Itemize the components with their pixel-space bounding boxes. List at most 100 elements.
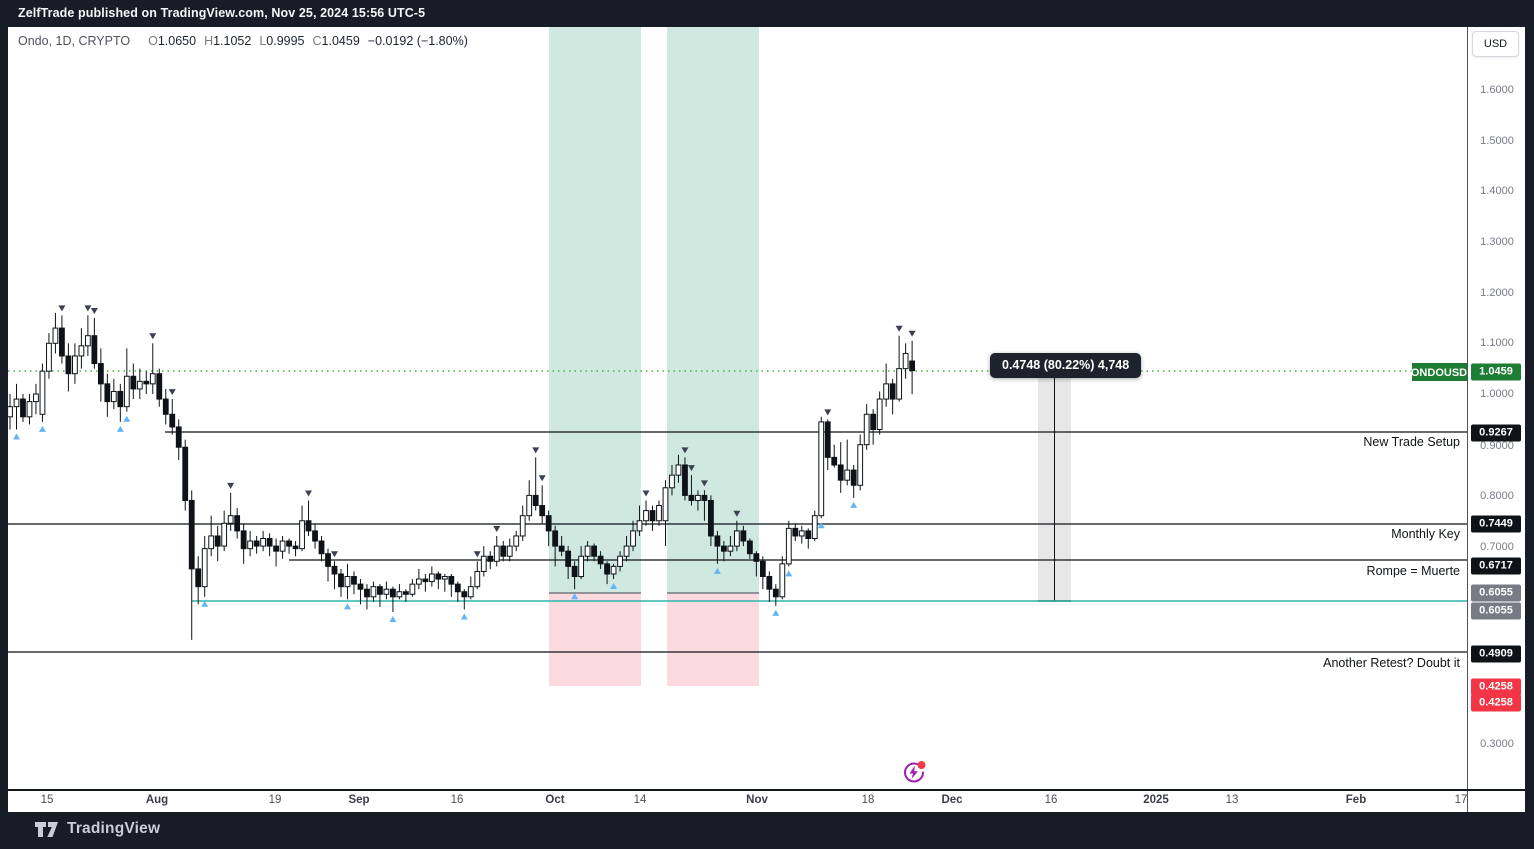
candle-body [870,413,877,430]
candle-body [695,494,701,501]
candle-body [740,530,747,542]
candle-body [610,565,617,575]
candle-body [13,398,20,408]
candle-body [487,555,494,562]
candle-body [91,335,98,365]
time-tick: 2025 [1143,794,1169,806]
buy-signal-marker [713,567,721,574]
ohlc-field-label: L [259,34,267,48]
sell-signal-marker [227,482,235,489]
candle-body [227,515,234,524]
currency-button[interactable]: USD [1472,31,1519,57]
candle-body [831,456,838,466]
price-tick: 0.7000 [1480,541,1514,553]
flash-events-icon[interactable] [900,758,928,786]
time-tick: 19 [268,794,282,806]
candle-body [811,515,818,539]
candle-body [20,398,26,418]
time-tick: Dec [941,794,963,806]
candle-body [519,515,526,537]
sell-signal-marker [493,525,501,532]
candle-body [571,565,578,578]
time-tick: Feb [1345,794,1367,806]
candle-body [597,555,604,565]
candle-body [136,380,143,390]
ohlc-field-value: 0.9995 [266,34,305,48]
candle-body [26,401,33,418]
candle-body [299,520,305,550]
time-tick: 15 [40,794,54,806]
candle-body [8,406,13,418]
candle-body [649,510,656,522]
candle-body [630,530,636,547]
candle-body [428,573,435,583]
candle-body [175,426,182,448]
candle-body [286,540,292,547]
candle-body [526,494,533,517]
ohlc-field-label: H [204,34,214,48]
candle-body [714,535,721,547]
price-tick: 0.8000 [1480,490,1514,502]
candle-body [221,522,228,547]
candle-body [643,510,649,522]
buy-signal-marker [343,603,351,610]
candle-body [78,345,85,357]
candle-body [279,540,286,552]
candle-body [377,586,383,595]
candle-body [792,527,799,537]
candle-body [266,537,273,547]
candle-body [214,535,221,547]
change-value: −0.0192 (−1.80%) [367,34,468,48]
candle-body [156,373,163,400]
symbol-price-flag-text: ONDOUSD [1411,367,1467,379]
price-level-label: 0.4258 [1471,694,1521,712]
ohlc-field-label: C [312,34,322,48]
candle-body [33,393,39,403]
price-tick: 1.5000 [1480,135,1514,147]
buy-signal-marker [12,433,20,440]
candle-body [617,555,623,567]
tradingview-logo-text: TradingView [67,820,161,837]
price-level-label: 0.9267 [1471,424,1521,442]
time-tick: Sep [348,794,370,806]
candle-body [805,530,812,539]
candle-body [435,573,442,580]
time-tick: 18 [861,794,875,806]
candle-body [123,375,130,408]
sell-signal-marker [681,447,689,454]
time-tick: Nov [746,794,768,806]
candle-body [500,545,507,557]
candle-body [409,583,416,595]
candle-body [623,545,630,557]
candle-body [364,588,370,598]
buy-signal-marker [817,522,825,529]
ohlc-legend: Ondo, 1D, CRYPTO O1.0650 H1.1052 L0.9995 C1.… [18,34,468,48]
sell-signal-marker [168,389,176,396]
candle-body [636,520,643,532]
candle-body [162,398,169,415]
price-tick: 0.3000 [1480,738,1514,750]
candle-body [344,576,351,588]
sell-signal-marker [642,490,650,497]
price-level-label: 0.6717 [1471,557,1521,575]
buy-signal-marker [38,425,46,432]
price-level-label: 0.7449 [1471,515,1521,533]
profit-zone-band [667,27,759,593]
time-axis[interactable]: 15 Aug 19 Sep 16 Oct 14 Nov 18 Dec 16 2025 13 Feb 17 [8,790,1525,813]
tradingview-logo[interactable]: TradingView [35,820,160,838]
sell-signal-marker [733,510,741,517]
candle-body [844,469,851,481]
candle-body [876,398,883,430]
candle-body [441,576,448,580]
candle-body [883,383,890,400]
candle-body [188,499,195,570]
buy-signal-marker [460,613,468,620]
price-level-label: 0.6055 [1471,584,1521,602]
candle-body [896,368,903,400]
candle-body [708,499,714,537]
candle-body [331,565,338,575]
chart-canvas[interactable]: New Trade Setup Monthly Key Rompe = Muerte… [8,27,1467,789]
candle-body [733,530,740,547]
sell-signal-marker [58,305,66,312]
price-axis[interactable]: 1.6000 1.5000 1.4000 1.3000 1.2000 1.1000 1.00… [1467,27,1525,789]
